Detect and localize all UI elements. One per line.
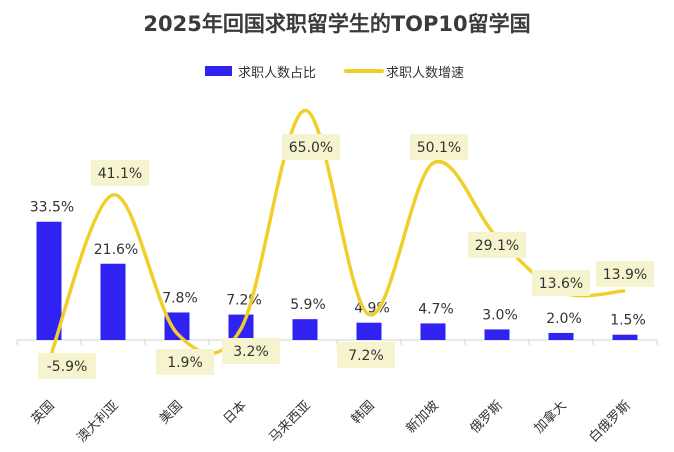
line-data-label: 7.2%	[348, 348, 384, 364]
bar-data-label: 3.0%	[482, 307, 518, 323]
legend-line-label: 求职人数增速	[386, 66, 464, 81]
line-data-label: 41.1%	[98, 166, 142, 182]
line-label-box	[222, 338, 280, 364]
line-data-label: 3.2%	[233, 344, 269, 360]
x-tick-label: 马来西亚	[266, 398, 313, 445]
x-tick-label: 韩国	[349, 398, 378, 427]
line-label-box	[282, 134, 340, 160]
legend-bar-swatch	[205, 66, 232, 76]
bar-data-label: 33.5%	[30, 200, 74, 216]
x-tick-label: 新加坡	[403, 398, 442, 437]
line-data-label: 29.1%	[475, 238, 519, 254]
bar-data-label: 21.6%	[94, 242, 138, 258]
bar-data-label: 7.8%	[162, 290, 198, 306]
bar-韩国	[356, 322, 382, 340]
bar-新加坡	[420, 323, 446, 340]
x-tick-label: 白俄罗斯	[586, 398, 634, 446]
line-label-box	[532, 270, 590, 296]
x-tick-label: 俄罗斯	[468, 398, 506, 436]
bar-马来西亚	[292, 319, 318, 340]
bar-data-label: 5.9%	[290, 297, 326, 313]
line-data-label: 1.9%	[167, 355, 203, 371]
line-label-box	[596, 261, 654, 287]
bar-data-label: 2.0%	[546, 311, 582, 327]
line-label-box	[410, 134, 468, 160]
bar-英国	[36, 221, 62, 340]
chart-title: 2025年回国求职留学生的TOP10留学国	[143, 12, 531, 36]
line-label-box	[337, 342, 395, 368]
bar-data-label: 7.2%	[226, 293, 262, 309]
line-data-label: 50.1%	[417, 140, 461, 156]
line-data-label: 65.0%	[289, 140, 333, 156]
bar-data-label: 1.5%	[610, 313, 646, 329]
x-tick-label: 英国	[29, 398, 58, 427]
x-tick-label: 美国	[157, 398, 186, 427]
x-tick-label: 日本	[221, 398, 250, 427]
line-label-box	[38, 353, 96, 379]
x-tick-label: 澳大利亚	[74, 398, 122, 446]
bar-加拿大	[548, 332, 574, 340]
bar-白俄罗斯	[612, 334, 638, 340]
line-data-label: 13.9%	[603, 267, 647, 283]
bar-俄罗斯	[484, 329, 510, 340]
legend-bar-label: 求职人数占比	[238, 66, 316, 81]
bar-澳大利亚	[100, 263, 126, 340]
line-label-box	[468, 232, 526, 258]
line-label-box	[91, 160, 149, 186]
bar-data-label: 4.7%	[418, 301, 454, 317]
line-label-box	[156, 349, 214, 375]
line-data-label: -5.9%	[47, 359, 88, 375]
line-data-label: 13.6%	[539, 276, 583, 292]
x-tick-label: 加拿大	[531, 398, 570, 437]
